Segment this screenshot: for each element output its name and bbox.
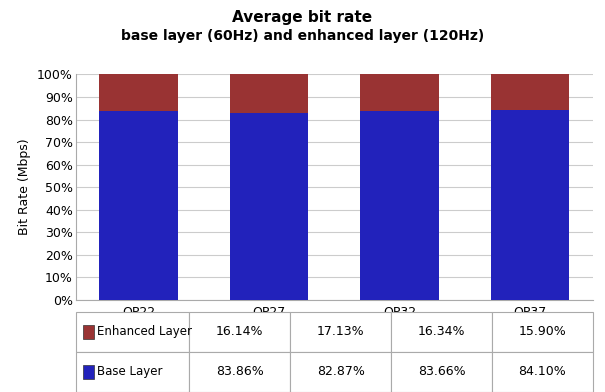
Text: 83.86%: 83.86%: [216, 365, 264, 378]
Text: 84.10%: 84.10%: [518, 365, 566, 378]
Bar: [230, 113, 308, 300]
Text: 16.14%: 16.14%: [216, 325, 264, 338]
Bar: [99, 74, 177, 111]
Text: 15.90%: 15.90%: [518, 325, 566, 338]
Bar: [491, 110, 569, 300]
Bar: [491, 74, 569, 110]
Y-axis label: Bit Rate (Mbps): Bit Rate (Mbps): [18, 139, 31, 236]
Text: 83.66%: 83.66%: [418, 365, 465, 378]
Text: 16.34%: 16.34%: [418, 325, 465, 338]
Text: 82.87%: 82.87%: [317, 365, 365, 378]
Text: 17.13%: 17.13%: [317, 325, 365, 338]
Bar: [230, 74, 308, 113]
Bar: [361, 74, 439, 111]
Text: Enhanced Layer: Enhanced Layer: [97, 325, 192, 338]
Bar: [99, 111, 177, 300]
Text: Base Layer: Base Layer: [97, 365, 163, 378]
Text: base layer (60Hz) and enhanced layer (120Hz): base layer (60Hz) and enhanced layer (12…: [121, 29, 484, 44]
Text: Average bit rate: Average bit rate: [232, 10, 373, 25]
Bar: [361, 111, 439, 300]
